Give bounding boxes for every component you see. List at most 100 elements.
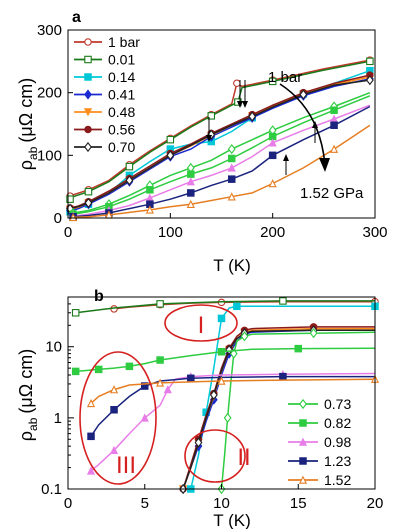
ylabel-unit-b: (μΩ cm): [16, 349, 36, 414]
series-line-1-bar: [69, 59, 371, 197]
x-tick-label: 300: [362, 224, 387, 241]
data-point-1-23: [268, 151, 277, 160]
data-point-b-1-52: [86, 398, 96, 408]
data-point-0-82: [227, 154, 236, 163]
region-label-i: I: [198, 312, 205, 339]
data-point-b-0-73: [229, 348, 238, 359]
legend-b-marker-0-82: [299, 419, 307, 427]
legend-b-label-1-52: 1.52: [324, 472, 351, 488]
panel-b-regions: I III II: [79, 304, 251, 485]
data-point-0-01: [366, 57, 374, 66]
legend-b-label-0-98: 0.98: [324, 434, 351, 450]
data-point-0-98: [227, 163, 236, 172]
data-point-1-23: [330, 121, 338, 130]
data-point-0-70: [248, 111, 257, 122]
x-tick-label-b: 5: [141, 495, 149, 512]
series-line-0-01: [69, 60, 371, 200]
y-tick-label: 300: [37, 22, 62, 39]
region-label-iii: III: [116, 452, 136, 479]
legend-marker-0-56: [84, 125, 92, 134]
tn-arrow-4-head: [312, 121, 318, 128]
ylabel-rho-b: ρ: [16, 431, 36, 441]
pressure-arrow: [279, 83, 326, 166]
region-ellipse-iii: [79, 351, 157, 485]
panel-a-label: a: [72, 9, 81, 26]
data-point-b-1-52: [156, 378, 165, 387]
panel-a: a 0 100 200 300 0 100 200 300 1 bar 0.010.14 0.41…: [37, 9, 388, 241]
panel-a-series: [65, 56, 374, 222]
data-point-0-82: [330, 106, 338, 114]
data-point-0-01: [207, 112, 216, 120]
data-point-0-70: [299, 89, 308, 100]
panel-a-ticks: 0 100 200 300 0 100 200 300: [37, 22, 388, 241]
data-point-1-52: [329, 144, 339, 153]
x-tick-label: 200: [260, 224, 285, 241]
y-tick-label: 100: [37, 147, 62, 164]
series-line-0-41: [69, 78, 371, 212]
data-point-b-1-23: [187, 374, 195, 383]
legend-marker-0-48: [83, 108, 93, 117]
data-point-b-0-98: [109, 445, 119, 455]
x-tick-label-b: 10: [213, 495, 230, 512]
ylabel-unit-a: (μΩ cm): [16, 78, 36, 143]
data-point-0-70: [84, 197, 93, 209]
data-point-b-0-73: [309, 328, 318, 339]
data-point-b-0-70: [194, 437, 203, 448]
legend-label-0-41: 0.41: [108, 87, 135, 103]
data-point-b-0-82: [94, 365, 103, 374]
data-point-b-1-52: [109, 385, 119, 394]
data-point-b-1-23: [87, 432, 95, 441]
tn-arrow-5-head: [283, 154, 289, 161]
series-line-b-1-bar: [113, 300, 375, 310]
legend-b-marker-0-73: [299, 398, 307, 410]
data-point-b-0-98: [140, 413, 149, 422]
series-line-0-56: [69, 74, 371, 209]
legend-marker-1-bar: [84, 38, 92, 46]
legend-label-0-70: 0.70: [108, 139, 135, 155]
legend-label-1-bar: 1 bar: [108, 34, 140, 50]
data-point-b-1-52: [217, 376, 226, 385]
y-tick-label-b: 1: [54, 410, 62, 427]
data-point-b-0-14: [217, 314, 226, 323]
legend-marker-0-01: [84, 55, 92, 64]
data-point-b-0-70: [225, 344, 234, 356]
legend-label-0-56: 0.56: [108, 122, 135, 138]
data-point-1-52: [69, 212, 78, 222]
series-line-0-73: [72, 92, 371, 214]
series-line-b-0-01: [75, 300, 375, 314]
series-line-b-0-73: [220, 331, 376, 490]
data-point-1-52: [227, 192, 236, 201]
data-point-0-98: [186, 177, 195, 186]
data-point-b-0-98: [86, 466, 96, 475]
data-point-b-0-98: [163, 385, 172, 394]
annotation-1-bar: 1 bar: [268, 69, 302, 86]
legend-label-0-48: 0.48: [108, 104, 135, 120]
legend-marker-0-14: [84, 73, 92, 81]
data-point-b-0-82: [294, 344, 302, 353]
series-line-0-70: [69, 79, 371, 210]
y-tick-label-b: 10: [45, 339, 62, 356]
region-ellipse-i: [164, 304, 238, 342]
data-point-1-52: [268, 179, 277, 188]
legend-label-0-14: 0.14: [108, 69, 135, 85]
data-point-0-01: [84, 187, 93, 196]
legend-marker-0-41: [84, 89, 92, 100]
ylabel-sub-a: ab: [26, 146, 40, 160]
data-point-0-73: [227, 143, 236, 155]
legend-b-label-1-23: 1.23: [324, 453, 351, 469]
data-point-0-01: [268, 77, 277, 86]
data-point-0-98: [329, 114, 339, 123]
legend-marker-0-70: [84, 141, 92, 153]
data-point-b-0-82: [156, 356, 164, 364]
data-point-0-70: [365, 75, 374, 86]
x-tick-label-b: 0: [64, 495, 72, 512]
data-point-b-1-23: [141, 382, 149, 390]
data-point-0-01: [125, 162, 134, 171]
panel-a-legend: 1 bar 0.010.14 0.410.48 0.560.70: [74, 34, 140, 155]
region-label-ii: II: [237, 444, 250, 471]
panel-a-xlabel: T (K): [213, 256, 250, 275]
x-tick-label: 0: [64, 224, 72, 241]
x-tick-label-b: 15: [290, 495, 307, 512]
